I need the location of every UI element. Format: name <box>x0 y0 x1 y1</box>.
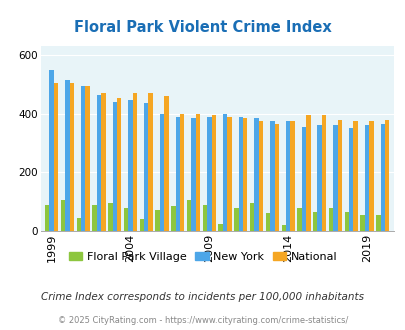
Bar <box>77 218 81 231</box>
Bar <box>186 200 191 231</box>
Bar <box>348 128 353 231</box>
Legend: Floral Park Village, New York, National: Floral Park Village, New York, National <box>64 248 341 267</box>
Bar <box>238 116 243 231</box>
Bar <box>321 115 326 231</box>
Bar <box>54 83 58 231</box>
Bar <box>65 80 69 231</box>
Bar <box>117 98 121 231</box>
Bar <box>132 93 137 231</box>
Bar <box>112 102 117 231</box>
Bar <box>128 100 132 231</box>
Bar <box>171 206 175 231</box>
Bar <box>144 103 148 231</box>
Bar <box>85 86 90 231</box>
Bar <box>124 208 128 231</box>
Bar <box>305 115 310 231</box>
Bar <box>160 114 164 231</box>
Bar <box>317 125 321 231</box>
Text: Crime Index corresponds to incidents per 100,000 inhabitants: Crime Index corresponds to incidents per… <box>41 292 364 302</box>
Text: Floral Park Violent Crime Index: Floral Park Violent Crime Index <box>74 20 331 35</box>
Bar <box>222 114 227 231</box>
Bar <box>69 83 74 231</box>
Bar <box>368 121 373 231</box>
Bar <box>360 215 364 231</box>
Bar <box>285 121 290 231</box>
Bar <box>379 124 384 231</box>
Bar <box>61 200 65 231</box>
Bar <box>207 116 211 231</box>
Bar <box>254 118 258 231</box>
Bar <box>290 121 294 231</box>
Bar <box>301 127 305 231</box>
Bar <box>164 96 168 231</box>
Bar <box>296 208 301 231</box>
Bar <box>333 125 337 231</box>
Bar <box>175 116 179 231</box>
Bar <box>375 215 379 231</box>
Bar <box>81 86 85 231</box>
Bar <box>281 225 285 231</box>
Bar <box>328 208 333 231</box>
Bar <box>337 119 341 231</box>
Bar <box>384 119 388 231</box>
Bar <box>312 212 317 231</box>
Bar <box>364 125 368 231</box>
Bar <box>202 205 207 231</box>
Bar <box>96 95 101 231</box>
Bar <box>195 114 200 231</box>
Bar <box>265 214 270 231</box>
Bar <box>249 203 254 231</box>
Bar <box>191 118 195 231</box>
Bar <box>274 124 278 231</box>
Bar <box>45 205 49 231</box>
Bar <box>353 121 357 231</box>
Bar <box>49 70 54 231</box>
Bar <box>148 93 153 231</box>
Bar <box>243 118 247 231</box>
Bar <box>101 93 105 231</box>
Bar <box>92 205 96 231</box>
Bar <box>155 211 160 231</box>
Bar <box>270 121 274 231</box>
Bar <box>227 116 231 231</box>
Bar <box>139 219 144 231</box>
Bar <box>211 115 215 231</box>
Text: © 2025 CityRating.com - https://www.cityrating.com/crime-statistics/: © 2025 CityRating.com - https://www.city… <box>58 315 347 325</box>
Bar <box>179 114 184 231</box>
Bar <box>344 212 348 231</box>
Bar <box>234 208 238 231</box>
Bar <box>218 224 222 231</box>
Bar <box>108 203 112 231</box>
Bar <box>258 121 262 231</box>
